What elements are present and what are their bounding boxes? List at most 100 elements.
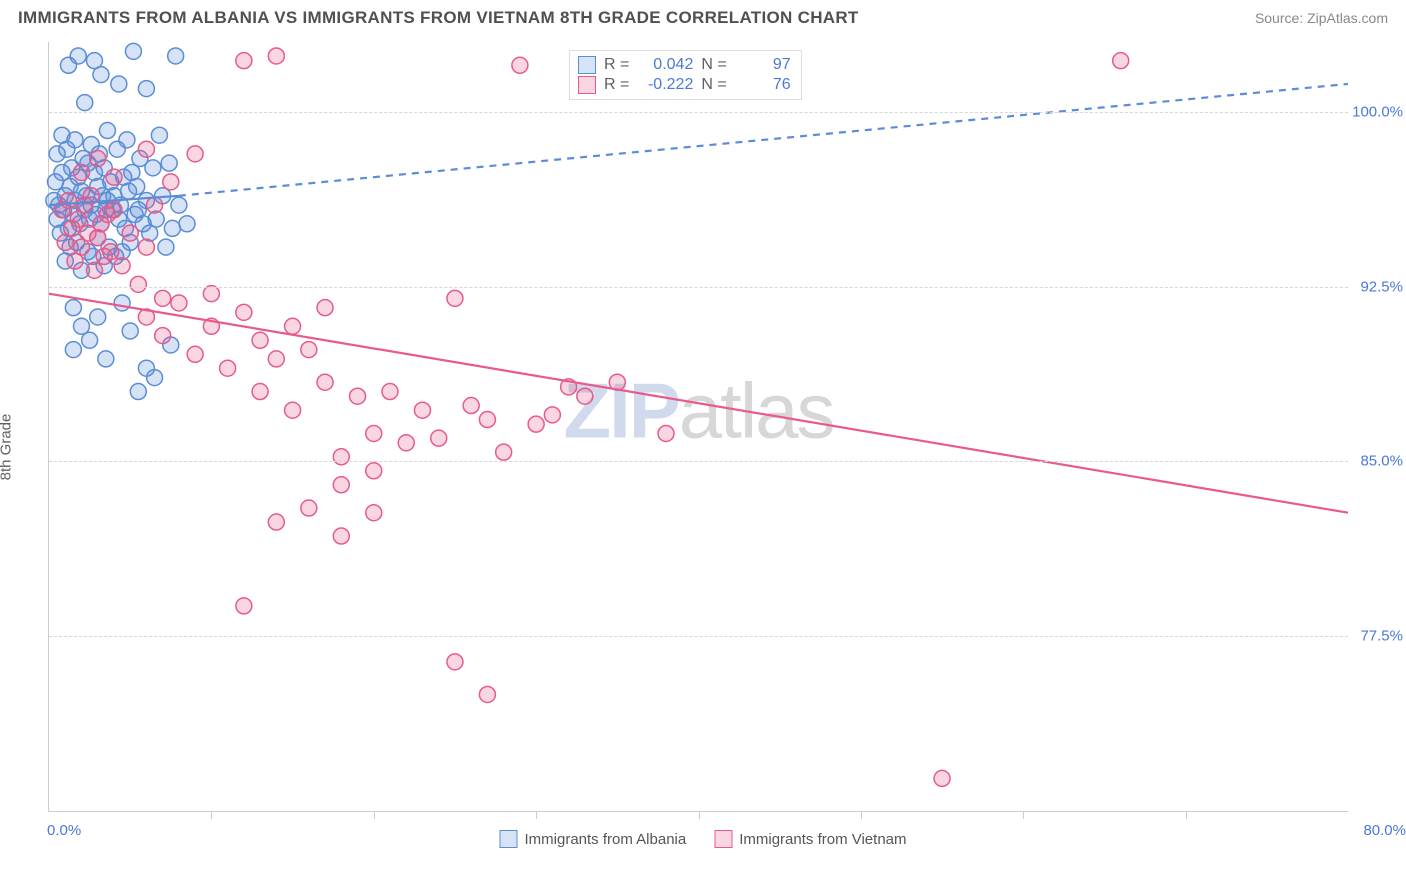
scatter-point [119, 132, 135, 148]
chart-header: IMMIGRANTS FROM ALBANIA VS IMMIGRANTS FR… [0, 0, 1406, 32]
scatter-point [285, 402, 301, 418]
scatter-point [479, 686, 495, 702]
scatter-point [60, 192, 76, 208]
x-tick [699, 811, 700, 819]
scatter-point [67, 132, 83, 148]
scatter-point [65, 342, 81, 358]
scatter-point [99, 123, 115, 139]
x-tick [1186, 811, 1187, 819]
scatter-point [252, 332, 268, 348]
trend-line [49, 294, 1348, 513]
scatter-point [236, 53, 252, 69]
scatter-point [82, 332, 98, 348]
x-axis-min-label: 0.0% [47, 822, 81, 839]
scatter-point [163, 174, 179, 190]
scatter-point [366, 463, 382, 479]
scatter-point [158, 239, 174, 255]
scatter-point [333, 477, 349, 493]
legend-item-vietnam: Immigrants from Vietnam [714, 830, 906, 848]
scatter-point [285, 318, 301, 334]
scatter-point [73, 164, 89, 180]
x-tick [536, 811, 537, 819]
scatter-point [138, 81, 154, 97]
plot-svg [49, 42, 1348, 811]
scatter-point [98, 351, 114, 367]
gridline-h [49, 636, 1348, 637]
gridline-h [49, 287, 1348, 288]
x-tick [861, 811, 862, 819]
scatter-point [138, 239, 154, 255]
scatter-point [171, 197, 187, 213]
y-tick-label: 92.5% [1360, 278, 1403, 295]
scatter-point [366, 505, 382, 521]
scatter-point [171, 295, 187, 311]
scatter-point [414, 402, 430, 418]
y-tick-label: 77.5% [1360, 628, 1403, 645]
scatter-point [203, 286, 219, 302]
scatter-point [268, 514, 284, 530]
chart-area: 8th Grade ZIPatlas R = 0.042 N = 97 R = … [0, 32, 1406, 862]
scatter-point [147, 197, 163, 213]
scatter-point [129, 178, 145, 194]
y-tick-label: 100.0% [1352, 103, 1403, 120]
gridline-h [49, 461, 1348, 462]
scatter-point [333, 528, 349, 544]
scatter-point [73, 318, 89, 334]
legend-swatch-albania-icon [499, 830, 517, 848]
scatter-point [70, 48, 86, 64]
scatter-point [179, 216, 195, 232]
scatter-point [155, 328, 171, 344]
scatter-point [398, 435, 414, 451]
scatter-point [130, 276, 146, 292]
y-tick-label: 85.0% [1360, 453, 1403, 470]
chart-title: IMMIGRANTS FROM ALBANIA VS IMMIGRANTS FR… [18, 8, 859, 28]
scatter-point [528, 416, 544, 432]
trend-line-dashed [179, 84, 1348, 196]
scatter-point [317, 300, 333, 316]
scatter-point [147, 370, 163, 386]
scatter-point [90, 151, 106, 167]
scatter-point [114, 295, 130, 311]
scatter-point [187, 346, 203, 362]
chart-source: Source: ZipAtlas.com [1255, 10, 1388, 26]
legend-swatch-vietnam-icon [714, 830, 732, 848]
x-tick [374, 811, 375, 819]
scatter-point [114, 258, 130, 274]
scatter-point [577, 388, 593, 404]
y-axis-label: 8th Grade [0, 414, 15, 481]
scatter-point [151, 127, 167, 143]
scatter-point [236, 598, 252, 614]
scatter-point [122, 323, 138, 339]
scatter-point [122, 225, 138, 241]
scatter-point [301, 342, 317, 358]
scatter-point [77, 95, 93, 111]
scatter-point [90, 309, 106, 325]
scatter-point [161, 155, 177, 171]
scatter-point [1113, 53, 1129, 69]
x-tick [1023, 811, 1024, 819]
scatter-point [168, 48, 184, 64]
scatter-point [934, 770, 950, 786]
scatter-point [658, 425, 674, 441]
scatter-point [496, 444, 512, 460]
scatter-point [268, 48, 284, 64]
legend-item-albania: Immigrants from Albania [499, 830, 686, 848]
scatter-point [431, 430, 447, 446]
scatter-point [130, 384, 146, 400]
scatter-point [252, 384, 268, 400]
legend-label-albania: Immigrants from Albania [524, 831, 686, 848]
scatter-point [463, 398, 479, 414]
x-tick [211, 811, 212, 819]
scatter-point [145, 160, 161, 176]
scatter-point [93, 67, 109, 83]
gridline-h [49, 112, 1348, 113]
scatter-point [366, 425, 382, 441]
scatter-point [350, 388, 366, 404]
scatter-point [447, 290, 463, 306]
scatter-point [65, 300, 81, 316]
scatter-point [125, 43, 141, 59]
scatter-point [301, 500, 317, 516]
scatter-point [138, 141, 154, 157]
scatter-point [317, 374, 333, 390]
scatter-point [382, 384, 398, 400]
